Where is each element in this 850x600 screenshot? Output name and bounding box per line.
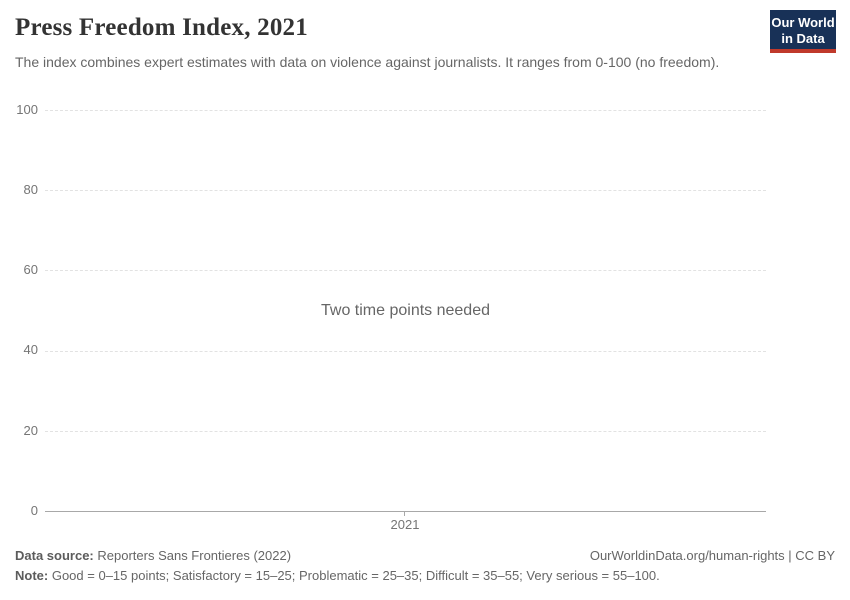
footer-source-row: Data source: Reporters Sans Frontieres (…	[15, 548, 835, 563]
y-tick-label-20: 20	[23, 423, 38, 438]
y-tick-label-100: 100	[16, 102, 38, 117]
page-title: Press Freedom Index, 2021	[15, 14, 308, 41]
data-source-value: Reporters Sans Frontieres (2022)	[97, 548, 292, 563]
owid-logo-line1: Our World	[771, 15, 835, 30]
y-tick-label-40: 40	[23, 342, 38, 357]
gridline-20	[45, 431, 766, 432]
x-tick-label-2021: 2021	[390, 517, 420, 532]
data-source-label: Data source:	[15, 548, 94, 563]
empty-chart-message: Two time points needed	[321, 301, 490, 319]
chart-subtitle: The index combines expert estimates with…	[15, 54, 720, 70]
gridline-80	[45, 190, 766, 191]
attribution-link[interactable]: OurWorldinData.org/human-rights | CC BY	[589, 548, 835, 563]
x-tick-mark-2021	[404, 511, 405, 516]
y-tick-label-0: 0	[30, 503, 38, 518]
gridline-100	[45, 110, 766, 111]
plot-area: Two time points needed	[45, 110, 766, 512]
footer-note-row: Note: Good = 0–15 points; Satisfactory =…	[15, 568, 835, 583]
owid-logo-line2: in Data	[781, 31, 825, 46]
data-source-text: Data source: Reporters Sans Frontieres (…	[15, 548, 291, 563]
note-text: Good = 0–15 points; Satisfactory = 15–25…	[51, 568, 660, 583]
gridline-40	[45, 351, 766, 352]
gridline-60	[45, 270, 766, 271]
note-label: Note:	[15, 568, 49, 583]
x-axis-line	[45, 511, 766, 512]
y-tick-label-80: 80	[23, 182, 38, 197]
owid-logo[interactable]: Our World in Data	[770, 10, 836, 53]
y-tick-label-60: 60	[23, 262, 38, 277]
